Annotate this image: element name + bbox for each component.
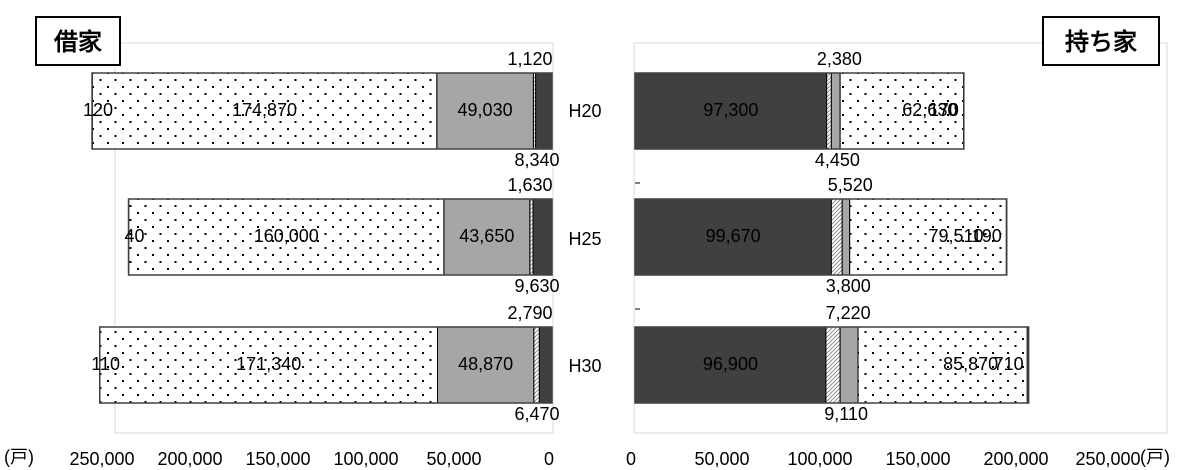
left-data-label: 6,470 — [514, 404, 559, 424]
right-bar-segment — [841, 198, 851, 276]
left-data-label: 9,630 — [514, 276, 559, 296]
right-bar-outline — [634, 198, 1008, 276]
left-unit-label: (戸) — [4, 447, 34, 467]
right-data-label: 2,380 — [817, 49, 862, 69]
right-x-tick-label: 50,000 — [694, 449, 749, 469]
right-bar-segment — [826, 72, 832, 150]
right-unit-label: (戸) — [1140, 447, 1170, 467]
right-data-label: 4,450 — [815, 150, 860, 170]
right-bar-segment — [857, 326, 1028, 404]
right-x-tick-label: 200,000 — [983, 449, 1048, 469]
left-data-label: 43,650 — [459, 226, 514, 246]
right-bar-segment — [839, 326, 859, 404]
left-data-label: 1,630 — [507, 175, 552, 195]
left-x-tick-label: 50,000 — [426, 449, 481, 469]
right-x-tick-label: 100,000 — [787, 449, 852, 469]
left-data-label: 8,340 — [514, 150, 559, 170]
left-panel-title-box — [35, 16, 121, 66]
bars-layer — [91, 72, 1030, 404]
left-x-tick-label: 200,000 — [157, 449, 222, 469]
left-bar-segment — [532, 198, 553, 276]
right-bar-segment — [839, 72, 965, 150]
left-bar-segment — [436, 72, 534, 150]
right-data-label: 85,870 — [943, 354, 998, 374]
labels-layer: 8,340 1,120 49,030 174,870 120 9,630 1,630 43,6… — [83, 49, 1024, 424]
category-label-h30: H30 — [568, 356, 601, 376]
right-x-tick-label: 250,000 — [1075, 449, 1140, 469]
right-data-label: 97,300 — [703, 100, 758, 120]
right-plot-frame — [633, 42, 1168, 434]
left-data-label: 120 — [83, 100, 113, 120]
right-data-label: 5,520 — [828, 175, 873, 195]
right-data-label: 99,670 — [706, 226, 761, 246]
left-data-label: 174,870 — [232, 100, 297, 120]
right-data-label: 190 — [972, 226, 1002, 246]
left-x-tick-label: 150,000 — [245, 449, 310, 469]
right-bar-segment — [825, 326, 841, 404]
left-bar-segment — [533, 326, 540, 404]
left-x-tick-label: 250,000 — [69, 449, 134, 469]
right-x-tick-label: 0 — [626, 449, 636, 469]
left-data-label: 2,790 — [507, 303, 552, 323]
left-data-label: 110 — [91, 354, 120, 374]
right-bar-segment — [849, 198, 1007, 276]
left-x-tick-label: 0 — [544, 449, 554, 469]
right-panel-title: 持ち家 — [1065, 28, 1137, 56]
right-x-tick-label: 150,000 — [885, 449, 950, 469]
left-bar-outline — [127, 198, 553, 276]
right-bar-outline — [634, 326, 1030, 404]
right-data-label: 7,220 — [826, 303, 871, 323]
left-data-label: 1,120 — [507, 49, 552, 69]
left-bar-segment — [538, 326, 553, 404]
right-data-label: 62,630 — [902, 100, 957, 120]
left-bar-outline — [91, 72, 553, 150]
right-bar-segment — [830, 198, 843, 276]
left-bar-segment — [535, 72, 553, 150]
left-panel-title: 借家 — [53, 28, 102, 56]
right-bar-segment — [830, 72, 841, 150]
left-data-label: 48,870 — [458, 354, 513, 374]
right-bar-outline — [634, 72, 965, 150]
left-data-label: 49,030 — [458, 100, 513, 120]
right-panel-title-box — [1042, 16, 1160, 66]
left-data-label: 160,000 — [254, 226, 319, 246]
category-label-h20: H20 — [568, 101, 601, 121]
right-data-label: 79,510 — [928, 226, 983, 246]
category-label-h25: H25 — [568, 229, 601, 249]
right-data-label: 710 — [994, 354, 1024, 374]
left-data-label: 171,340 — [236, 354, 301, 374]
right-data-label: 96,900 — [703, 354, 758, 374]
left-plot-frame — [114, 42, 554, 434]
right-data-label: 9,110 — [824, 404, 868, 424]
left-bar-outline — [98, 326, 553, 404]
right-data-label: 170 — [929, 100, 959, 120]
right-data-label: 3,800 — [826, 276, 871, 296]
left-data-label: 40 — [125, 226, 145, 246]
left-x-tick-label: 100,000 — [333, 449, 398, 469]
